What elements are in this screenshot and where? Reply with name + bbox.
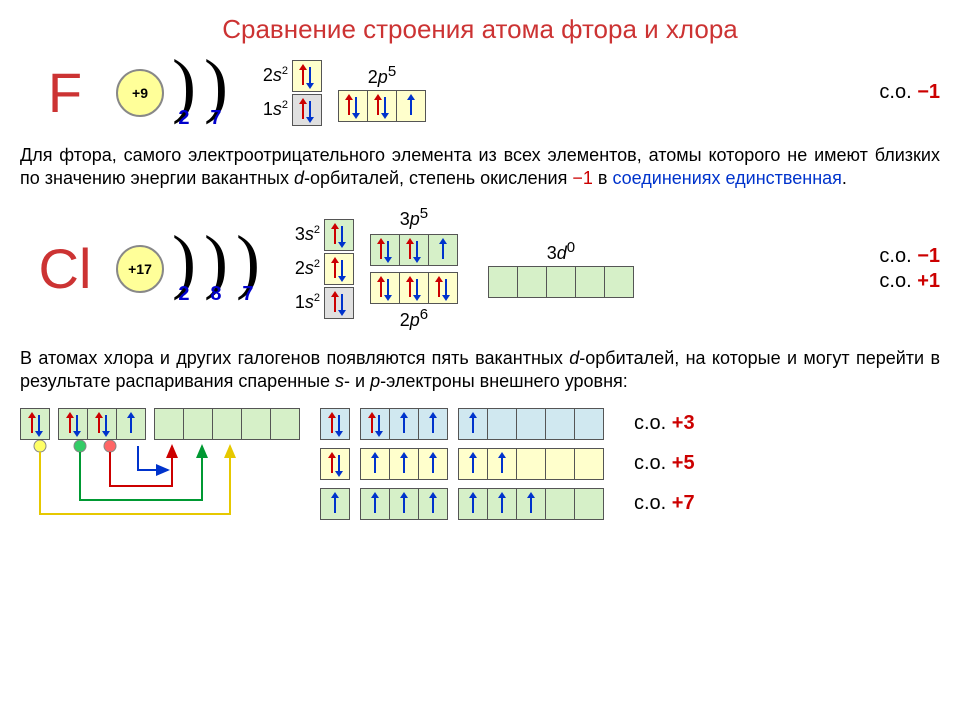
p2-label-Cl: 2p6 <box>400 306 428 331</box>
orbital-cell <box>488 489 517 519</box>
orbital-cell <box>546 449 575 479</box>
orbital-cell <box>400 273 429 303</box>
orbital-cell <box>184 409 213 439</box>
sublevel-row: 2s2 <box>282 253 354 285</box>
paragraph-Cl: В атомах хлора и других галогенов появля… <box>20 347 940 394</box>
orbital-cell <box>575 409 603 439</box>
orbital-cell <box>419 409 447 439</box>
electron-shell: )2 <box>172 231 196 306</box>
oxidation-state: с.о. −1 <box>879 245 940 268</box>
orbital-cell <box>517 449 546 479</box>
orbital-cell <box>489 267 518 297</box>
p2-orbitals-Cl <box>370 272 458 304</box>
chlorine-row: Cl +17 )2)8)7 1s22s23s2 3p5 2p6 3d0 с.о.… <box>20 205 940 333</box>
nucleus-Cl: +17 <box>116 245 164 293</box>
so-Cl: с.о. −1с.о. +1 <box>879 245 940 293</box>
orbital-cell <box>59 409 88 439</box>
oxidation-state: с.о. +5 <box>634 452 695 475</box>
electron-shell: )7 <box>204 55 228 130</box>
s-orbitals-Cl: 1s22s23s2 <box>282 219 354 319</box>
shells-Cl: )2)8)7 <box>170 231 262 306</box>
orbital-cell <box>459 449 488 479</box>
sublevel-row: 1s2 <box>282 287 354 319</box>
electron-shell: )7 <box>236 231 260 306</box>
sublevel-row: 1s2 <box>250 94 322 126</box>
fluorine-row: F +9 )2)7 1s22s2 2p5 с.о. −1 <box>20 55 940 130</box>
orbital-cell <box>429 235 457 265</box>
orbital-cell <box>339 91 368 121</box>
orbital-cell <box>88 409 117 439</box>
orbital-cell <box>293 61 321 91</box>
orbital-cell <box>390 409 419 439</box>
orbital-cell <box>397 91 425 121</box>
base-state <box>20 408 300 504</box>
orbital-cell <box>547 267 576 297</box>
orbital-cell <box>575 449 603 479</box>
electron-shell: )8 <box>204 231 228 306</box>
sublevel-row: 2s2 <box>250 60 322 92</box>
orbital-cell <box>575 489 603 519</box>
excitation-block: с.о. +3 с.о. +5 с.о. +7 <box>20 408 940 520</box>
orbital-cell <box>518 267 547 297</box>
orbital-cell <box>368 91 397 121</box>
p-label-F: 2p5 <box>368 63 396 88</box>
p3-label-Cl: 3p5 <box>400 205 428 230</box>
orbital-cell <box>517 409 546 439</box>
orbital-cell <box>459 409 488 439</box>
orbital-cell <box>488 449 517 479</box>
so-F: с.о. −1 <box>879 81 940 104</box>
orbital-cell <box>213 409 242 439</box>
orbital-cell <box>325 220 353 250</box>
element-symbol-Cl: Cl <box>20 236 110 301</box>
orbital-cell <box>271 409 299 439</box>
orbital-cell <box>155 409 184 439</box>
orbital-cell <box>429 273 457 303</box>
orbital-cell <box>546 489 575 519</box>
electron-shell: )2 <box>172 55 196 130</box>
orbital-cell <box>242 409 271 439</box>
orbital-cell <box>371 273 400 303</box>
d-orbitals-Cl <box>488 266 634 298</box>
orbital-cell <box>21 409 49 439</box>
sublevel-row: 3s2 <box>282 219 354 251</box>
orbital-cell <box>546 409 575 439</box>
oxidation-state: с.о. +3 <box>634 412 695 435</box>
p-orbitals-F <box>338 90 426 122</box>
orbital-cell <box>325 288 353 318</box>
s-orbitals-F: 1s22s2 <box>250 60 322 126</box>
nucleus-F: +9 <box>116 69 164 117</box>
p3-orbitals-Cl <box>370 234 458 266</box>
orbital-cell <box>576 267 605 297</box>
orbital-cell <box>293 95 321 125</box>
paragraph-F: Для фтора, самого электроотрицательного … <box>20 144 940 191</box>
oxidation-state: с.о. −1 <box>879 81 940 104</box>
page-title: Сравнение строения атома фтора и хлора <box>20 14 940 45</box>
oxidation-state: с.о. +1 <box>879 270 940 293</box>
orbital-cell <box>371 235 400 265</box>
orbital-cell <box>117 409 145 439</box>
orbital-cell <box>517 489 546 519</box>
d-label-Cl: 3d0 <box>547 239 575 264</box>
oxidation-state: с.о. +7 <box>634 492 695 515</box>
orbital-cell <box>321 409 349 439</box>
shells-F: )2)7 <box>170 55 230 130</box>
orbital-cell <box>325 254 353 284</box>
orbital-cell <box>488 409 517 439</box>
orbital-cell <box>605 267 633 297</box>
excited-state-row: с.о. +3 <box>320 408 940 440</box>
element-symbol-F: F <box>20 60 110 125</box>
orbital-cell <box>361 409 390 439</box>
orbital-cell <box>400 235 429 265</box>
orbital-cell <box>459 489 488 519</box>
